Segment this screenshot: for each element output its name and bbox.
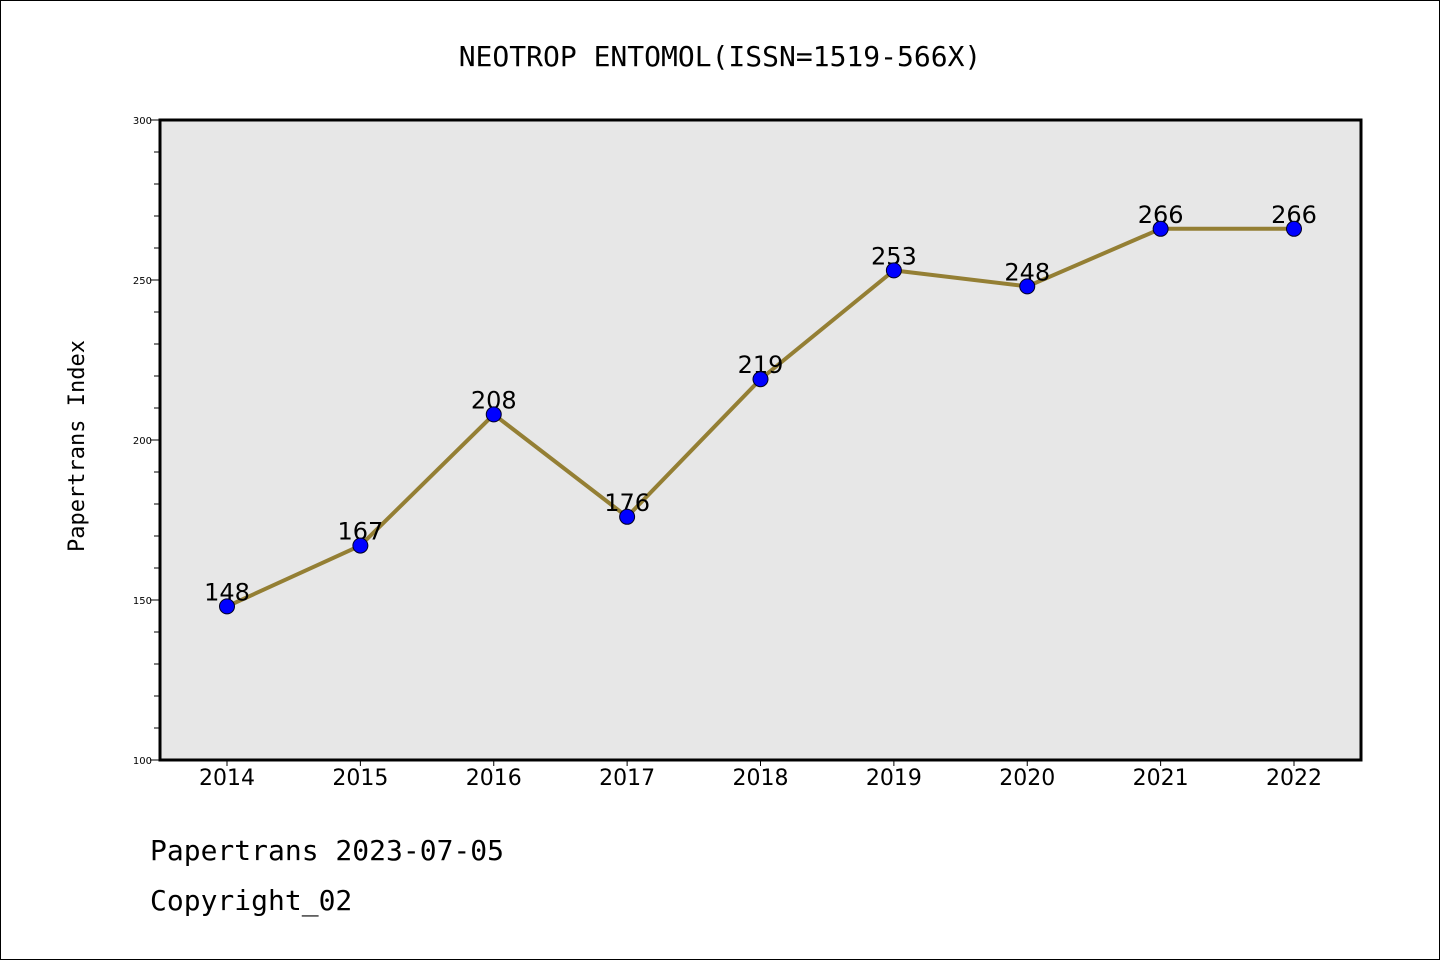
x-tick-label: 2015 <box>332 766 388 791</box>
data-point <box>1286 220 1302 237</box>
x-tick-label: 2021 <box>1133 766 1189 791</box>
plot-border <box>158 118 1363 762</box>
y-axis-label: Papertrans Index <box>65 340 90 552</box>
footer-date: Papertrans 2023-07-05 <box>150 834 505 867</box>
x-tick-label: 2016 <box>466 766 522 791</box>
y-tick-label: 300 <box>133 116 152 127</box>
y-tick-label: 150 <box>133 596 152 607</box>
data-point <box>752 371 769 388</box>
data-point <box>485 406 502 423</box>
x-tick-label: 2019 <box>866 766 922 791</box>
x-tick-label: 2018 <box>733 766 789 791</box>
x-tick-label: 2022 <box>1266 766 1322 791</box>
data-point <box>1152 220 1169 237</box>
data-point <box>885 262 902 279</box>
footer-copyright: Copyright_02 <box>150 884 353 917</box>
data-point <box>619 508 636 525</box>
x-tick-label: 2020 <box>999 766 1055 791</box>
data-point <box>219 598 235 615</box>
x-tick-label: 2014 <box>199 766 255 791</box>
y-tick-label: 200 <box>133 436 152 447</box>
chart-title: NEOTROP ENTOMOL(ISSN=1519-566X) <box>459 40 982 73</box>
y-tick-label: 250 <box>133 276 152 287</box>
y-tick-label: 100 <box>133 756 152 767</box>
data-point <box>352 537 369 554</box>
plot-area: 100 150 200 250 300 2014 2015 2016 2017 2018 2019 2… <box>133 116 1363 791</box>
data-point <box>1019 278 1036 295</box>
x-tick-label: 2017 <box>599 766 655 791</box>
